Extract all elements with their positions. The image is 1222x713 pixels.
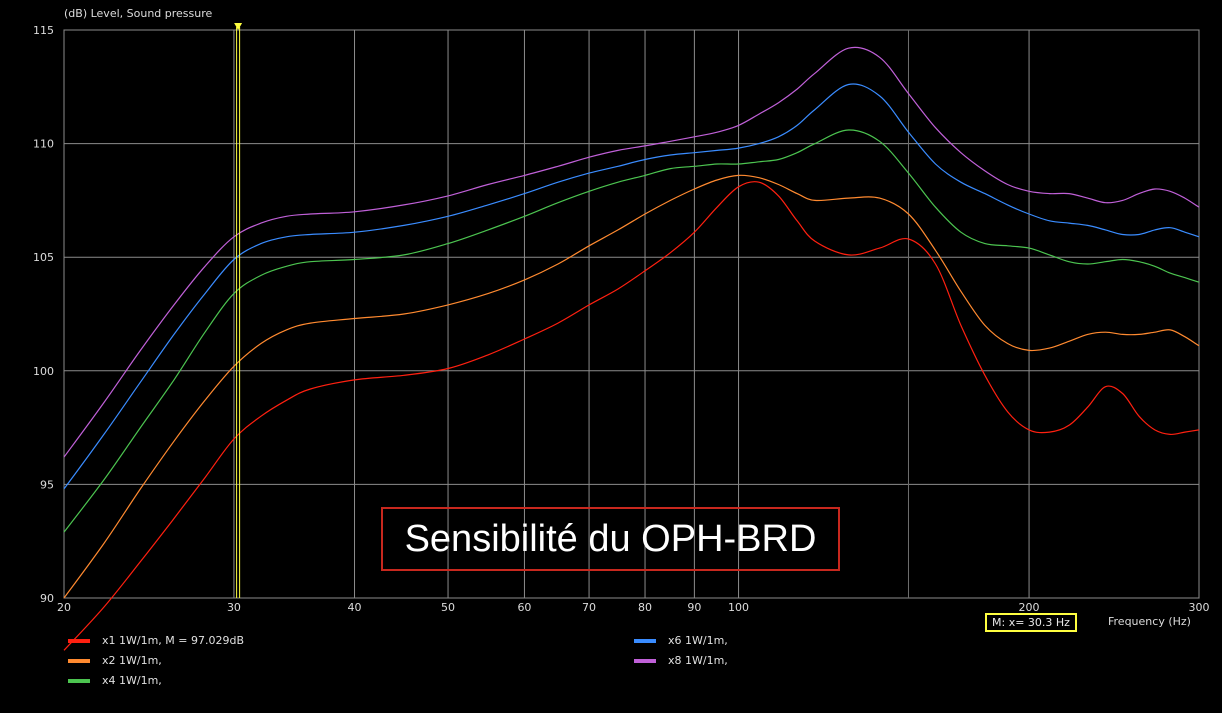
y-tick-label: 100 xyxy=(33,365,54,378)
y-tick-label: 95 xyxy=(40,478,54,491)
legend-label: x1 1W/1m, M = 97.029dB xyxy=(102,634,245,647)
legend-swatch xyxy=(68,658,90,663)
chart-title: Sensibilité du OPH-BRD xyxy=(381,507,840,571)
y-tick-label: 110 xyxy=(33,138,54,151)
legend-item-x1[interactable]: x1 1W/1m, M = 97.029dB xyxy=(68,634,244,647)
x-tick-label: 80 xyxy=(638,601,652,614)
series-line-2 xyxy=(63,174,1200,599)
x-tick-label: 200 xyxy=(1019,601,1040,614)
plot-area xyxy=(63,29,1200,599)
series-lines xyxy=(63,46,1200,651)
x-tick-label: 30 xyxy=(227,601,241,614)
x-tick-label: 90 xyxy=(687,601,701,614)
y-tick-label: 90 xyxy=(40,592,54,605)
legend-swatch xyxy=(68,638,90,643)
legend-swatch xyxy=(634,638,656,643)
cursor-marker[interactable] xyxy=(234,23,243,598)
series-line-5 xyxy=(63,46,1200,458)
legend-item-x4[interactable]: x4 1W/1m, xyxy=(68,674,162,687)
y-tick-label: 105 xyxy=(33,251,54,264)
y-axis-label: (dB) Level, Sound pressure xyxy=(64,7,213,20)
grid-lines xyxy=(63,29,1200,599)
x-tick-label: 40 xyxy=(348,601,362,614)
legend-swatch xyxy=(634,658,656,663)
x-tick-label: 60 xyxy=(517,601,531,614)
x-axis-label: Frequency (Hz) xyxy=(1108,615,1191,628)
legend-label: x6 1W/1m, xyxy=(668,634,728,647)
x-tick-label: 100 xyxy=(728,601,749,614)
marker-readout: M: x= 30.3 Hz xyxy=(985,613,1077,632)
x-tick-label: 70 xyxy=(582,601,596,614)
legend-item-x2[interactable]: x2 1W/1m, xyxy=(68,654,162,667)
x-tick-label: 20 xyxy=(57,601,71,614)
legend-swatch xyxy=(68,678,90,683)
series-line-4 xyxy=(63,83,1200,490)
legend-label: x4 1W/1m, xyxy=(102,674,162,687)
x-tick-label: 50 xyxy=(441,601,455,614)
y-tick-label: 115 xyxy=(33,24,54,37)
legend-label: x2 1W/1m, xyxy=(102,654,162,667)
series-line-3 xyxy=(63,129,1200,533)
marker-triangle-icon xyxy=(234,23,243,30)
series-line-1 xyxy=(63,181,1200,651)
legend-item-x6[interactable]: x6 1W/1m, xyxy=(634,634,728,647)
tick-labels: 90 95 100 105 110 115 20 30 40 50 60 70 80 90 100 200 30… xyxy=(33,24,1210,614)
x-tick-label: 300 xyxy=(1189,601,1210,614)
legend-label: x8 1W/1m, xyxy=(668,654,728,667)
legend-item-x8[interactable]: x8 1W/1m, xyxy=(634,654,728,667)
